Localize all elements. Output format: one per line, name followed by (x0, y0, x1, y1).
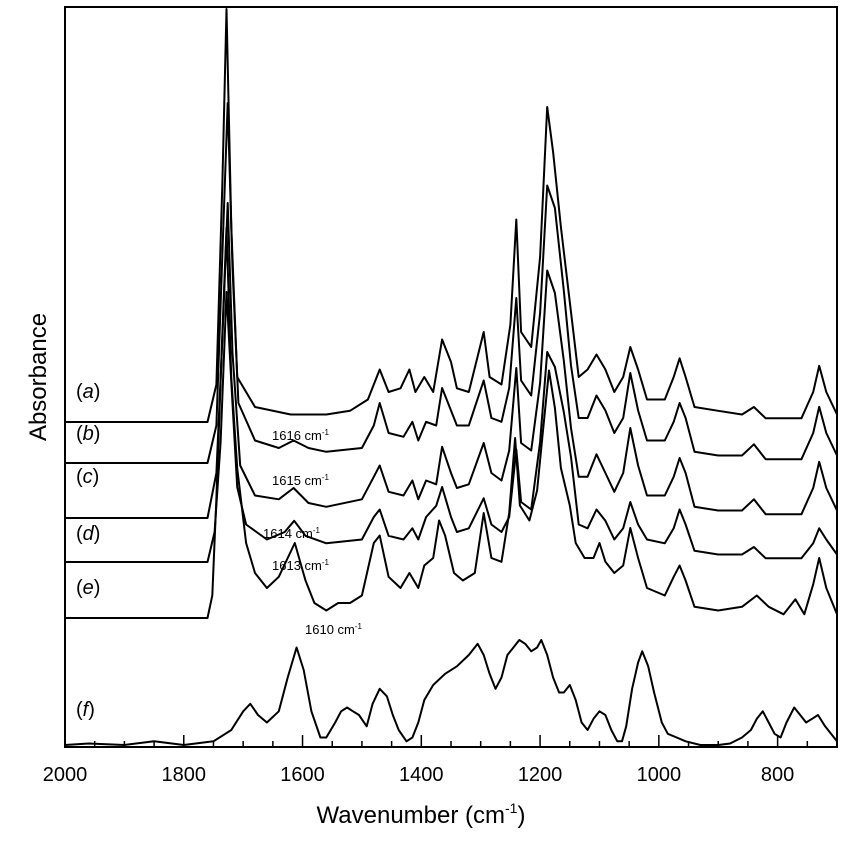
series-group (64, 8, 838, 746)
series-label-b: (b) (76, 423, 100, 445)
series-label-d: (d) (76, 523, 100, 545)
series-line-d (65, 291, 838, 563)
series-line-e (65, 227, 838, 619)
x-axis-title: Wavenumber (cm-1) (317, 800, 526, 829)
y-axis-title: Absorbance (25, 313, 52, 441)
x-tick-label: 1000 (637, 764, 682, 786)
x-tick-label: 2000 (43, 764, 88, 786)
series-label-e: (e) (76, 577, 100, 599)
series-line-c (65, 202, 838, 519)
x-tick-label: 800 (761, 764, 794, 786)
peak-annotations: 1616 cm-1 1615 cm-1 1614 cm-1 1613 cm-1 1610… (263, 428, 363, 637)
series-labels: (a) (b) (c) (d) (e) (f) (76, 381, 100, 721)
x-tick-label: 1600 (280, 764, 325, 786)
peak-annotation-e: 1613 cm-1 (272, 558, 330, 573)
series-line-a (65, 8, 838, 423)
peak-annotation-b: 1616 cm-1 (272, 428, 330, 443)
plot-area-frame (64, 6, 838, 748)
x-tick-label: 1400 (399, 764, 444, 786)
x-tick-label: 1800 (162, 764, 207, 786)
x-tick-label: 1200 (518, 764, 563, 786)
x-axis-tick-labels: 2000 1800 1600 1400 1200 1000 800 (43, 764, 795, 786)
series-label-c: (c) (76, 466, 99, 488)
series-label-a: (a) (76, 381, 100, 403)
peak-annotation-f: 1610 cm-1 (305, 622, 363, 637)
peak-annotation-d: 1614 cm-1 (263, 526, 321, 541)
series-line-f (64, 639, 838, 746)
peak-annotation-c: 1615 cm-1 (272, 473, 330, 488)
series-line-b (65, 102, 838, 464)
series-label-f: (f) (76, 699, 95, 721)
